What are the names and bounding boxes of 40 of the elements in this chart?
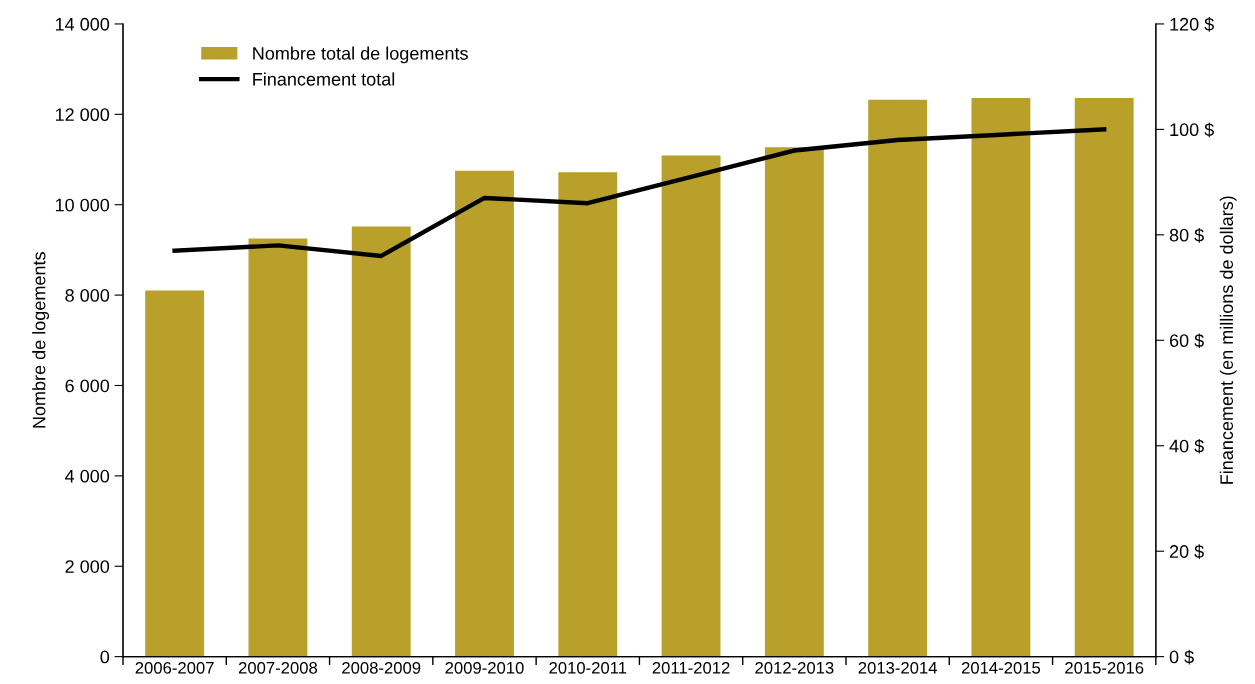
y-tick-label: 14 000 (55, 17, 110, 31)
y-tick-label: 0 (100, 650, 110, 664)
bar (351, 226, 411, 657)
y-tick-label: 10 000 (55, 198, 110, 212)
y2-tick-label: 0 $ (1169, 649, 1194, 665)
y-tick-label: 4 000 (65, 469, 110, 483)
x-tick-label: 2013-2014 (858, 661, 938, 674)
x-tick-label: 2008-2009 (342, 661, 421, 674)
y2-tick-label: 20 $ (1169, 544, 1204, 559)
x-tick-label: 2006-2007 (135, 661, 214, 674)
y-tick-label: 2 000 (65, 560, 110, 573)
y2-tick-label: 100 $ (1170, 122, 1214, 138)
line-series (172, 127, 1107, 259)
bar (248, 238, 308, 657)
x-tick-label: 2009-2010 (445, 661, 524, 674)
legend-label: Financement total (253, 72, 395, 86)
y-tick-label: 8 000 (65, 289, 110, 302)
y2-tick-label: 120 $ (1170, 17, 1214, 32)
y2-axis-title: Financement (en millions de dollars) (1219, 196, 1237, 484)
y-tick-label: 12 000 (55, 108, 110, 122)
bar (1074, 98, 1134, 657)
x-tick-label: 2012-2013 (755, 661, 834, 674)
x-tick-label: 2014-2015 (961, 661, 1041, 674)
y2-tick-label: 80 $ (1169, 228, 1204, 243)
x-tick-label: 2011-2012 (652, 661, 730, 674)
y2-tick-label: 60 $ (1169, 333, 1204, 349)
bar (145, 290, 205, 657)
bar (558, 172, 618, 657)
bar (868, 99, 928, 657)
y-tick-label: 6 000 (65, 379, 110, 393)
legend-label: Nombre total de logements (253, 46, 468, 64)
x-tick-label: 2010-2011 (549, 661, 627, 674)
x-tick-label: 2015-2016 (1065, 661, 1144, 674)
bar (764, 147, 824, 657)
x-tick-label: 2007-2008 (238, 661, 318, 674)
y2-tick-label: 40 $ (1169, 438, 1204, 454)
y-axis-title: Nombre de logements (32, 252, 50, 428)
bar (971, 98, 1031, 657)
bar (455, 170, 514, 657)
bar (661, 155, 721, 657)
